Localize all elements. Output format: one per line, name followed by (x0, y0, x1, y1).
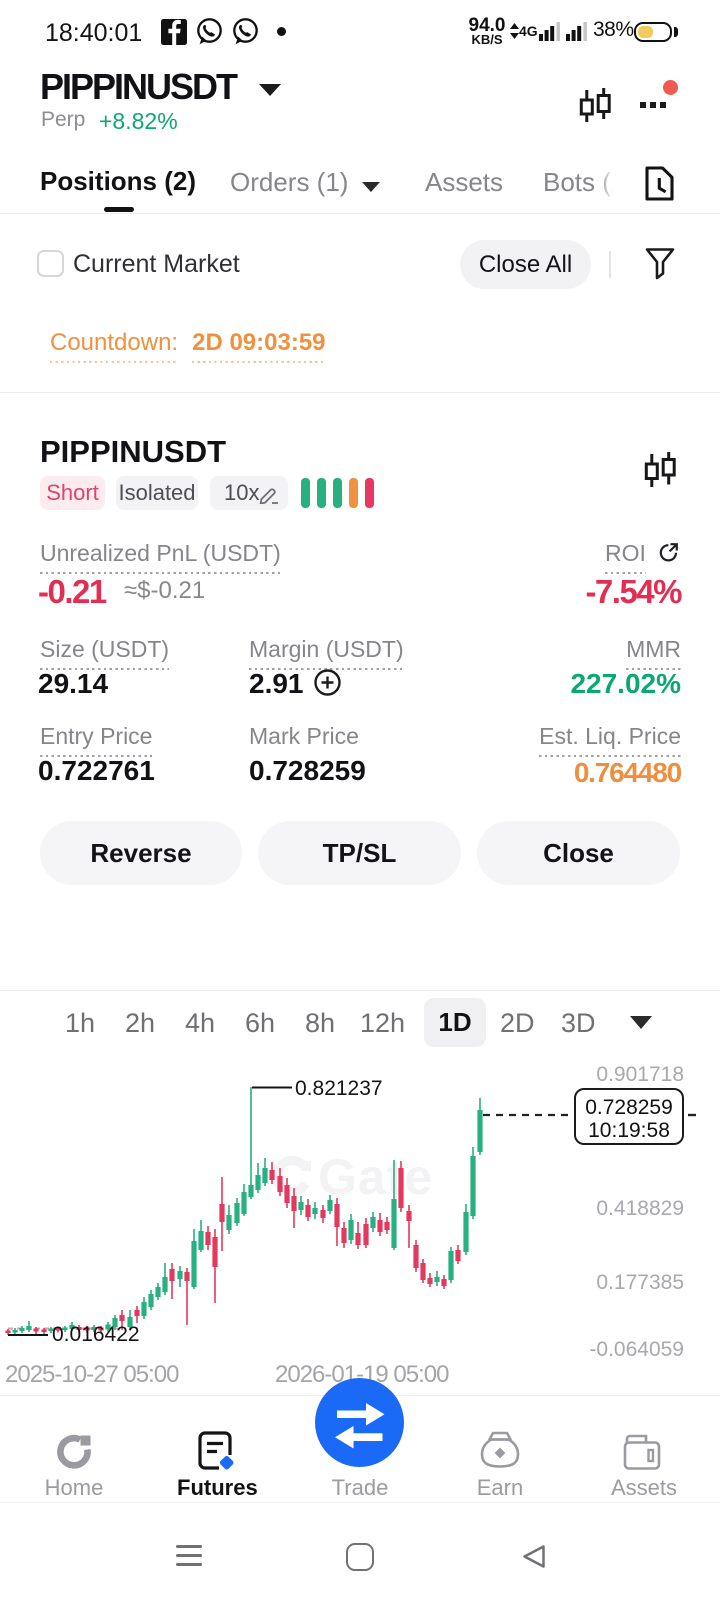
svg-text:Gate: Gate (318, 1149, 433, 1205)
